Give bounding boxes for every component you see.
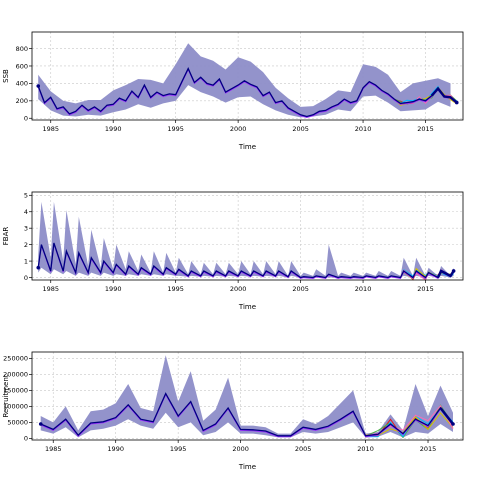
- fbar-y-tick-label: 2: [24, 241, 28, 249]
- fbar-projection-line: [436, 269, 455, 279]
- fbar-panel: 1985 1990 1995 2000 2005 2010 2015 0 1 2 3 4 5 FBAR Ti…: [2, 191, 464, 311]
- fbar-x-tick-label: 2010: [355, 285, 372, 293]
- ssb-x-tick-label: 2005: [292, 125, 309, 133]
- ssb-x-tick-label: 1995: [167, 125, 184, 133]
- recruitment-x-tick-label: 1995: [170, 445, 187, 453]
- recruitment-start-point: [38, 422, 43, 426]
- fbar-plot-frame: [31, 191, 464, 281]
- recruitment-x-tick-label: 2005: [295, 445, 312, 453]
- ssb-y-tick-label: 200: [16, 97, 28, 105]
- recruitment-median-line: [40, 392, 454, 437]
- fbar-x-axis-label: Time: [238, 303, 256, 311]
- fbar-x-tick-label: 2005: [292, 285, 309, 293]
- ssb-x-axis-label: Time: [238, 143, 256, 151]
- ssb-y-axis-label: SSB: [2, 69, 10, 83]
- recruitment-uncertainty-band: [40, 355, 453, 438]
- ssb-x-tick-label: 2010: [355, 125, 372, 133]
- ssb-panel: 1985 1990 1995 2000 2005 2010 2015 0 200 400 600 80…: [2, 31, 464, 151]
- recruitment-iteration-line: [365, 412, 454, 436]
- fbar-y-tick-label: 5: [24, 192, 28, 200]
- fbar-median-line: [37, 242, 455, 279]
- fbar-end-point: [451, 269, 456, 273]
- fbar-y-tick-label: 3: [24, 224, 28, 232]
- fbar-y-tick-label: 4: [24, 208, 28, 216]
- fbar-y-tick-label: 1: [24, 257, 28, 265]
- ssb-y-tick-label: 400: [16, 80, 28, 88]
- ssb-y-tick-label: 0: [24, 115, 28, 123]
- recruitment-iteration-line: [365, 404, 454, 439]
- ssb-x-tick-label: 2000: [230, 125, 247, 133]
- fbar-x-tick-label: 2015: [417, 285, 434, 293]
- recruitment-y-tick-label: 250000: [3, 355, 28, 363]
- recruitment-x-tick-label: 1985: [45, 445, 62, 453]
- recruitment-projection-line: [439, 407, 454, 425]
- recruitment-end-point: [451, 422, 455, 426]
- ssb-y-tick-label: 800: [16, 45, 28, 53]
- recruitment-y-tick-label: 50000: [7, 419, 28, 427]
- fbar-uncertainty-band: [38, 201, 454, 278]
- ssb-y-tick-label: 600: [16, 62, 28, 70]
- recruitment-x-tick-label: 2015: [420, 445, 437, 453]
- recruitment-y-axis-label: Recruitment: [2, 374, 10, 417]
- recruitment-plot-frame: [31, 351, 464, 441]
- ssb-plot-frame: [31, 31, 464, 121]
- fbar-x-tick-label: 2000: [230, 285, 247, 293]
- ssb-x-tick-label: 1990: [105, 125, 122, 133]
- recruitment-x-tick-label: 2010: [357, 445, 374, 453]
- recruitment-x-axis-label: Time: [238, 463, 256, 471]
- fbar-start-point: [36, 265, 41, 270]
- ssb-start-point: [36, 84, 41, 88]
- fbar-x-tick-label: 1995: [167, 285, 184, 293]
- fbar-x-tick-label: 1985: [42, 285, 59, 293]
- fbar-y-axis-label: FBAR: [2, 227, 10, 246]
- ssb-iteration-line: [37, 68, 458, 119]
- recruitment-x-tick-label: 2000: [232, 445, 249, 453]
- ssb-projection-line: [430, 86, 458, 104]
- recruitment-y-tick-label: 150000: [3, 387, 28, 395]
- recruitment-x-tick-label: 1990: [107, 445, 124, 453]
- ssb-x-tick-label: 1985: [42, 125, 59, 133]
- recruitment-y-tick-label: 200000: [3, 371, 28, 379]
- recruitment-y-tick-label: 0: [24, 435, 28, 443]
- ssb-median-line: [37, 67, 458, 118]
- fbar-y-tick-label: 0: [24, 274, 28, 282]
- recruitment-iteration-line: [40, 393, 454, 438]
- recruitment-y-tick-label: 100000: [3, 403, 28, 411]
- fbar-x-tick-label: 1990: [105, 285, 122, 293]
- recruitment-panel: 1985 1990 1995 2000 2005 2010 2015 0 50000 100000…: [2, 351, 464, 471]
- ssb-x-tick-label: 2015: [417, 125, 434, 133]
- ssb-end-point: [454, 100, 459, 105]
